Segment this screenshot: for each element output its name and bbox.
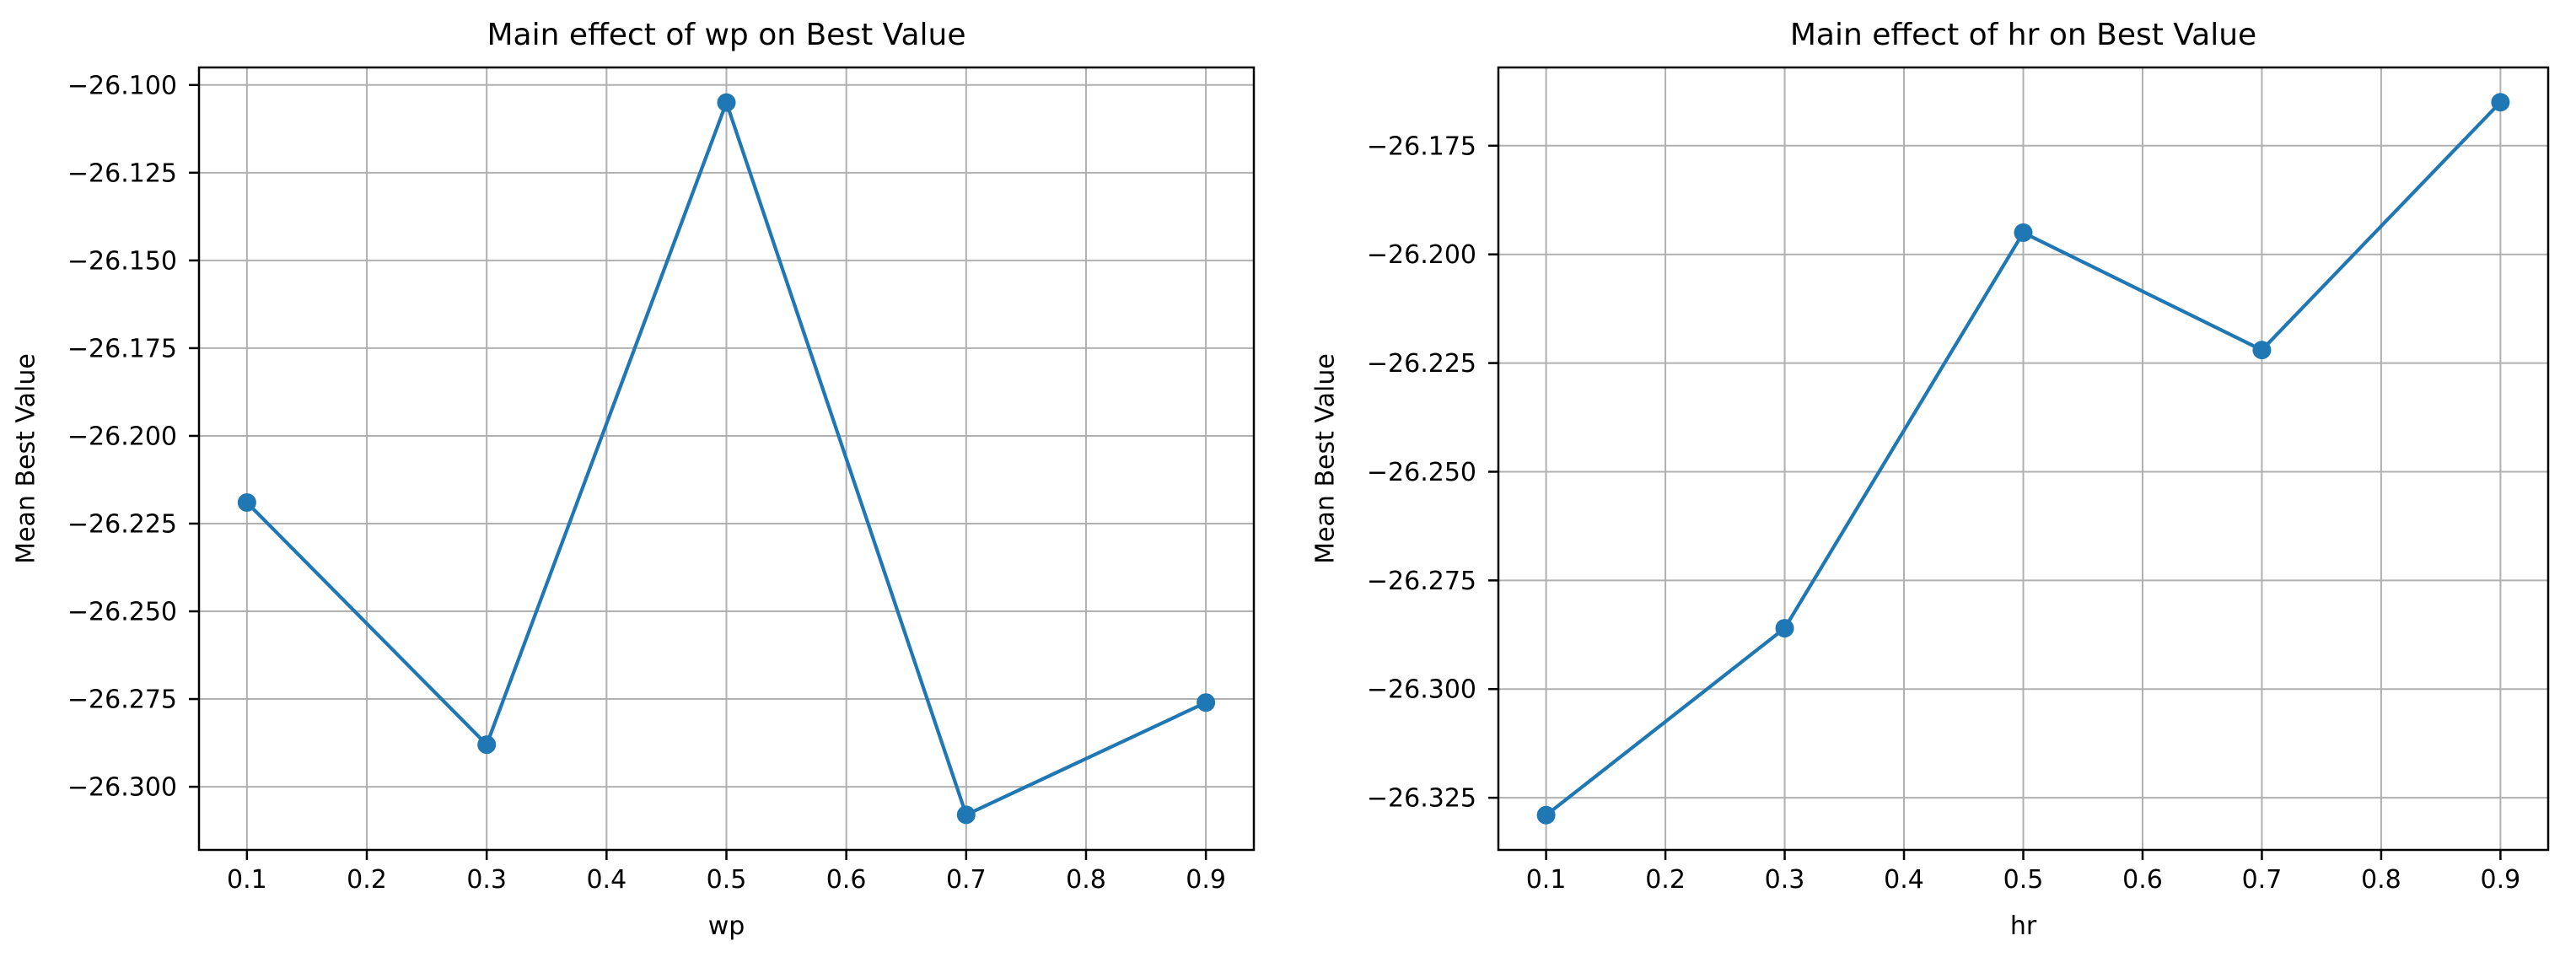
x-tick-label: 0.2: [1645, 865, 1686, 895]
x-axis-label: wp: [708, 911, 745, 941]
y-tick-label: −26.175: [1367, 132, 1476, 161]
y-axis-label: Mean Best Value: [1311, 353, 1341, 564]
x-tick-label: 0.4: [586, 865, 627, 895]
data-point: [2491, 93, 2510, 112]
y-tick-label: −26.250: [67, 598, 177, 627]
data-point: [2252, 341, 2272, 360]
x-tick-label: 0.1: [1526, 865, 1567, 895]
y-tick-label: −26.325: [1367, 784, 1476, 814]
y-tick-label: −26.200: [1367, 240, 1476, 270]
x-tick-label: 0.9: [1186, 865, 1226, 895]
hr-effect-chart: 0.1 0.2 0.3 0.4 0.5 0.6 0.7 0.8 0.9 −26.175 −26.20…: [1311, 18, 2550, 941]
chart-title: Main effect of wp on Best Value: [487, 18, 965, 52]
y-tick-label: −26.225: [67, 509, 177, 539]
y-tick-label: −26.250: [1367, 458, 1476, 487]
y-tick-label: −26.275: [1367, 567, 1476, 596]
data-point: [477, 735, 497, 755]
x-tick-label: 0.2: [347, 865, 387, 895]
y-tick-label: −26.275: [67, 685, 177, 715]
data-point: [237, 493, 256, 513]
axes-frame: [1497, 66, 2550, 852]
y-tick-label: −26.300: [1367, 675, 1476, 705]
data-point: [1775, 619, 1794, 638]
data-point: [717, 93, 736, 112]
data-point: [2014, 223, 2033, 242]
data-point: [956, 805, 976, 825]
x-axis-label: hr: [2010, 911, 2037, 941]
x-tick-label: 0.9: [2481, 865, 2521, 895]
data-point: [1536, 805, 1556, 825]
y-tick-label: −26.150: [67, 246, 177, 276]
x-tick-label: 0.5: [2003, 865, 2044, 895]
x-tick-label: 0.7: [2242, 865, 2283, 895]
x-tick-label: 0.6: [826, 865, 867, 895]
y-tick-label: −26.300: [67, 773, 177, 803]
wp-effect-chart: 0.1 0.2 0.3 0.4 0.5 0.6 0.7 0.8 0.9 −26.100 −26.12…: [12, 18, 1256, 941]
x-tick-label: 0.8: [1066, 865, 1106, 895]
y-tick-label: −26.200: [67, 422, 177, 451]
data-point: [1197, 693, 1216, 712]
y-tick-label: −26.175: [67, 334, 177, 363]
x-tick-label: 0.8: [2361, 865, 2401, 895]
chart-title: Main effect of hr on Best Value: [1790, 18, 2256, 52]
x-tick-label: 0.4: [1884, 865, 1924, 895]
y-tick-label: −26.125: [67, 159, 177, 188]
x-tick-label: 0.1: [227, 865, 267, 895]
x-tick-label: 0.6: [2122, 865, 2163, 895]
x-tick-label: 0.5: [707, 865, 747, 895]
x-tick-label: 0.3: [1765, 865, 1805, 895]
y-axis-label: Mean Best Value: [12, 353, 41, 564]
x-tick-label: 0.7: [946, 865, 987, 895]
y-tick-label: −26.225: [1367, 349, 1476, 379]
y-tick-label: −26.100: [67, 71, 177, 100]
axes-frame: [197, 66, 1256, 852]
x-tick-label: 0.3: [466, 865, 507, 895]
